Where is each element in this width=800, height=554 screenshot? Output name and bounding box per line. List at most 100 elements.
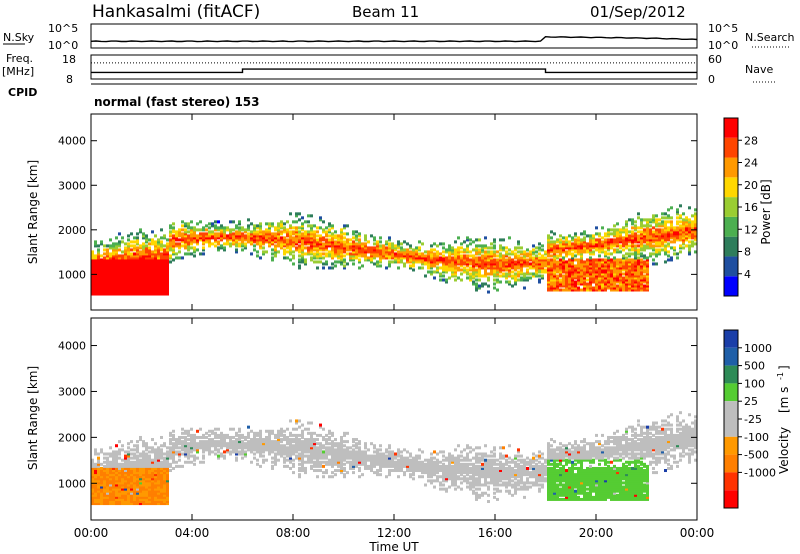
power-cell: [538, 268, 541, 272]
velocity-cell: [310, 446, 313, 450]
power-cell: [394, 258, 397, 262]
power-cell: [646, 240, 649, 244]
velocity-cell: [247, 444, 250, 448]
power-cell: [550, 260, 553, 264]
velocity-cell: [310, 438, 313, 442]
power-cell: [640, 254, 643, 258]
power-cell: [388, 250, 391, 254]
velocity-cell: [226, 450, 229, 454]
power-cell: [91, 268, 94, 272]
power-cell: [208, 244, 211, 248]
power-cell: [646, 232, 649, 236]
colorbar-swatch: [724, 118, 738, 138]
power-cell: [547, 262, 550, 266]
power-cell: [109, 276, 112, 280]
power-cell: [139, 230, 142, 234]
velocity-cell: [370, 464, 373, 468]
velocity-cell: [313, 438, 316, 442]
velocity-cell: [103, 456, 106, 460]
power-cell: [586, 246, 589, 250]
velocity-cell: [115, 456, 118, 460]
power-cell: [157, 242, 160, 246]
power-cell: [589, 288, 592, 292]
velocity-cell: [94, 477, 97, 481]
power-cell: [94, 290, 97, 294]
power-cell: [211, 222, 214, 226]
velocity-cell: [136, 487, 139, 491]
velocity-cell: [415, 458, 418, 462]
power-cell: [451, 270, 454, 274]
velocity-cell: [190, 446, 193, 450]
power-cell: [352, 254, 355, 258]
power-cell: [571, 256, 574, 260]
velocity-cell: [163, 473, 166, 477]
power-cell: [517, 254, 520, 258]
velocity-cell: [241, 446, 244, 450]
velocity-cell: [139, 466, 142, 470]
power-cell: [439, 266, 442, 270]
power-cell: [319, 240, 322, 244]
power-cell: [505, 264, 508, 268]
velocity-cell: [235, 456, 238, 460]
velocity-cell: [310, 460, 313, 464]
velocity-cell: [331, 446, 334, 450]
power-cell: [667, 220, 670, 224]
power-cell: [475, 282, 478, 286]
power-cell: [652, 220, 655, 224]
power-cell: [625, 244, 628, 248]
velocity-cell: [157, 493, 160, 497]
velocity-cell: [220, 440, 223, 444]
power-cell: [211, 236, 214, 240]
power-cell: [442, 274, 445, 278]
power-cell: [616, 260, 619, 264]
velocity-cell: [118, 483, 121, 487]
power-cell: [154, 274, 157, 278]
velocity-cell: [109, 485, 112, 489]
power-cell: [589, 280, 592, 284]
velocity-cell: [373, 444, 376, 448]
power-cell: [193, 240, 196, 244]
power-cell: [643, 224, 646, 228]
power-cell: [121, 240, 124, 244]
power-cell: [565, 240, 568, 244]
velocity-cell: [160, 489, 163, 493]
power-cell: [154, 244, 157, 248]
power-cell: [559, 252, 562, 256]
power-cell: [628, 274, 631, 278]
velocity-cell: [295, 419, 298, 423]
power-cell: [613, 270, 616, 274]
power-cell: [199, 220, 202, 224]
power-cell: [370, 248, 373, 252]
velocity-cell: [157, 469, 160, 473]
power-cell: [631, 222, 634, 226]
power-cell: [313, 244, 316, 248]
power-cell: [106, 276, 109, 280]
power-cell: [664, 250, 667, 254]
power-cell: [154, 256, 157, 260]
velocity-cell: [100, 495, 103, 499]
power-cell: [316, 226, 319, 230]
power-cell: [517, 266, 520, 270]
power-cell: [586, 248, 589, 252]
velocity-cell: [235, 438, 238, 442]
power-cell: [496, 268, 499, 272]
velocity-cell: [385, 450, 388, 454]
power-cell: [457, 262, 460, 266]
velocity-cell: [358, 446, 361, 450]
power-cell: [484, 254, 487, 258]
velocity-cell: [295, 435, 298, 439]
power-cell: [304, 242, 307, 246]
velocity-cell: [244, 454, 247, 458]
power-cell: [688, 236, 691, 240]
velocity-cell: [100, 471, 103, 475]
power-cell: [163, 244, 166, 248]
power-cell: [238, 220, 241, 224]
power-cell: [589, 240, 592, 244]
velocity-cell: [217, 450, 220, 454]
power-cell: [196, 234, 199, 238]
power-cell: [520, 264, 523, 268]
velocity-cell: [115, 491, 118, 495]
velocity-cell: [136, 485, 139, 489]
power-cell: [562, 274, 565, 278]
power-cell: [151, 286, 154, 290]
